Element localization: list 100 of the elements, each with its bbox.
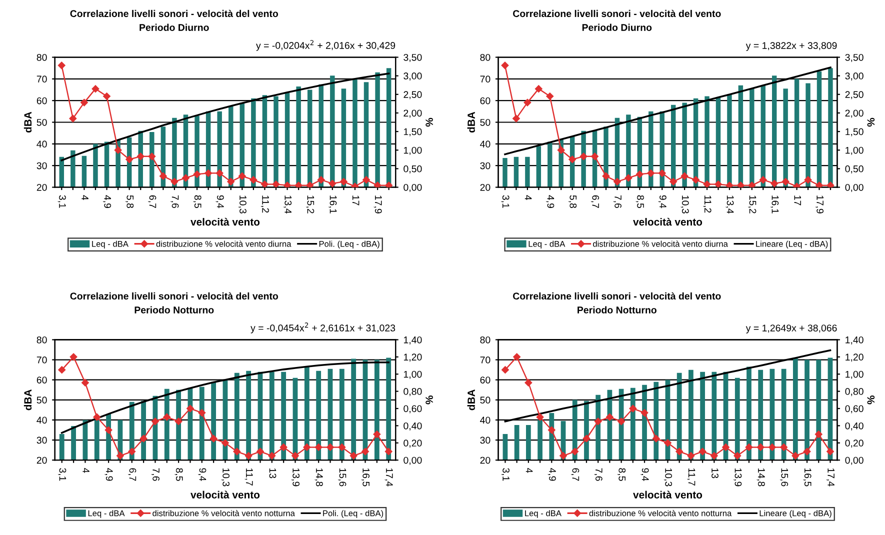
y-tick-label: 70 [480,76,490,83]
x-tick-label: 17,9 [374,196,382,214]
y-tick-label: 30 [36,162,47,170]
point [680,172,688,180]
point [703,180,711,188]
point [557,146,565,154]
x-tick-label: 9,4 [640,468,649,481]
text: y = 1,2649x + 38,066 [746,324,837,334]
y-tick-label: 50 [36,118,47,126]
x-tick-label: 13,4 [726,196,734,214]
point [803,448,811,456]
x-tick-label: 16,1 [770,196,779,214]
y2-axis-title: % [867,396,875,404]
point [233,448,241,456]
y-tick-label: 20 [36,456,47,464]
x-tick-label: 14,8 [314,468,323,486]
y2-tick-label: 2,50 [845,91,864,100]
y-tick-label: 60 [36,376,47,384]
point [782,178,790,186]
point [745,444,753,451]
y-tick-label: 20 [36,184,47,191]
x-tick-label: 15,6 [338,468,346,486]
point [384,448,392,456]
y2-tick-label: 1,00 [404,370,422,379]
point [502,366,509,374]
point [306,182,314,188]
text: y = -0,0204x$^{2}$ + 2,016x + 30,429 [256,40,396,51]
point [636,170,644,178]
x-tick-label: 14,8 [756,468,765,486]
chart-subtitle: Periodo Notturno [134,306,214,314]
point [227,178,235,186]
x-tick-label: 3,1 [501,468,510,481]
y2-tick-label: 1,20 [404,354,422,362]
x-tick-label: 13 [269,468,276,478]
y2-tick-label: 0,80 [845,388,864,396]
point [198,409,206,416]
y2-tick-label: 0,20 [845,440,864,448]
legend-label: Leq - dBA [528,240,566,248]
point [676,448,683,456]
x-tick-label: 13,9 [734,468,742,486]
point [92,85,100,92]
point [80,98,88,106]
y2-tick-label: 1,20 [846,354,864,362]
y-tick-label: 20 [480,184,490,191]
legend-label: distribuzione % velocità vento diurna [156,240,292,247]
point [606,413,614,421]
point [140,434,148,442]
y-tick-label: 40 [36,416,47,424]
point [710,452,718,460]
point [759,176,767,184]
x-tick-label: 10,3 [221,468,230,486]
point [186,404,194,412]
point [535,85,542,92]
y2-tick-label: 1,40 [404,336,422,344]
point [792,452,800,460]
point [640,409,648,416]
point [103,92,110,100]
y2-axis-title: % [426,396,433,404]
y-tick-label: 30 [36,436,47,444]
point [670,178,677,186]
legend-label: Leq - dBA [525,510,562,518]
y2-tick-label: 0,00 [845,184,864,192]
y2-tick-label: 0,40 [845,422,864,430]
y-tick-label: 80 [36,336,47,344]
point [292,452,299,460]
legend-label: Lineare (Leq - dBA) [756,240,828,248]
point [272,180,280,188]
y2-tick-label: 0,50 [404,165,422,174]
point [340,178,348,186]
point [513,353,520,361]
x-axis-title: velocità vento [633,490,702,498]
x-tick-label: 4 [82,468,90,473]
y2-axis-title: % [867,118,875,127]
point [780,444,788,451]
y2-tick-label: 0,50 [845,165,864,174]
x-tick-label: 15,2 [306,196,314,214]
x-tick-label: 8,5 [193,195,202,208]
point [714,180,722,188]
point [182,174,190,182]
point [618,418,625,426]
point [546,92,554,100]
point [734,452,742,460]
y-axis-title: dBA [24,389,32,410]
x-tick-label: 3,1 [501,195,510,208]
point [58,366,66,374]
point [385,182,392,188]
y2-tick-label: 3,00 [404,72,422,81]
point [568,156,576,164]
point [303,444,311,451]
y2-tick-label: 2,50 [404,91,422,100]
y2-tick-label: 0,00 [404,184,422,192]
point [501,62,509,70]
point [373,430,381,438]
x-tick-label: 9,4 [198,468,206,481]
point [726,182,734,188]
x-tick-label: 3,1 [58,468,66,481]
point [768,444,776,451]
point [548,426,556,434]
legend-label: Poli. (Leq - dBA) [319,240,380,248]
point [284,182,291,188]
